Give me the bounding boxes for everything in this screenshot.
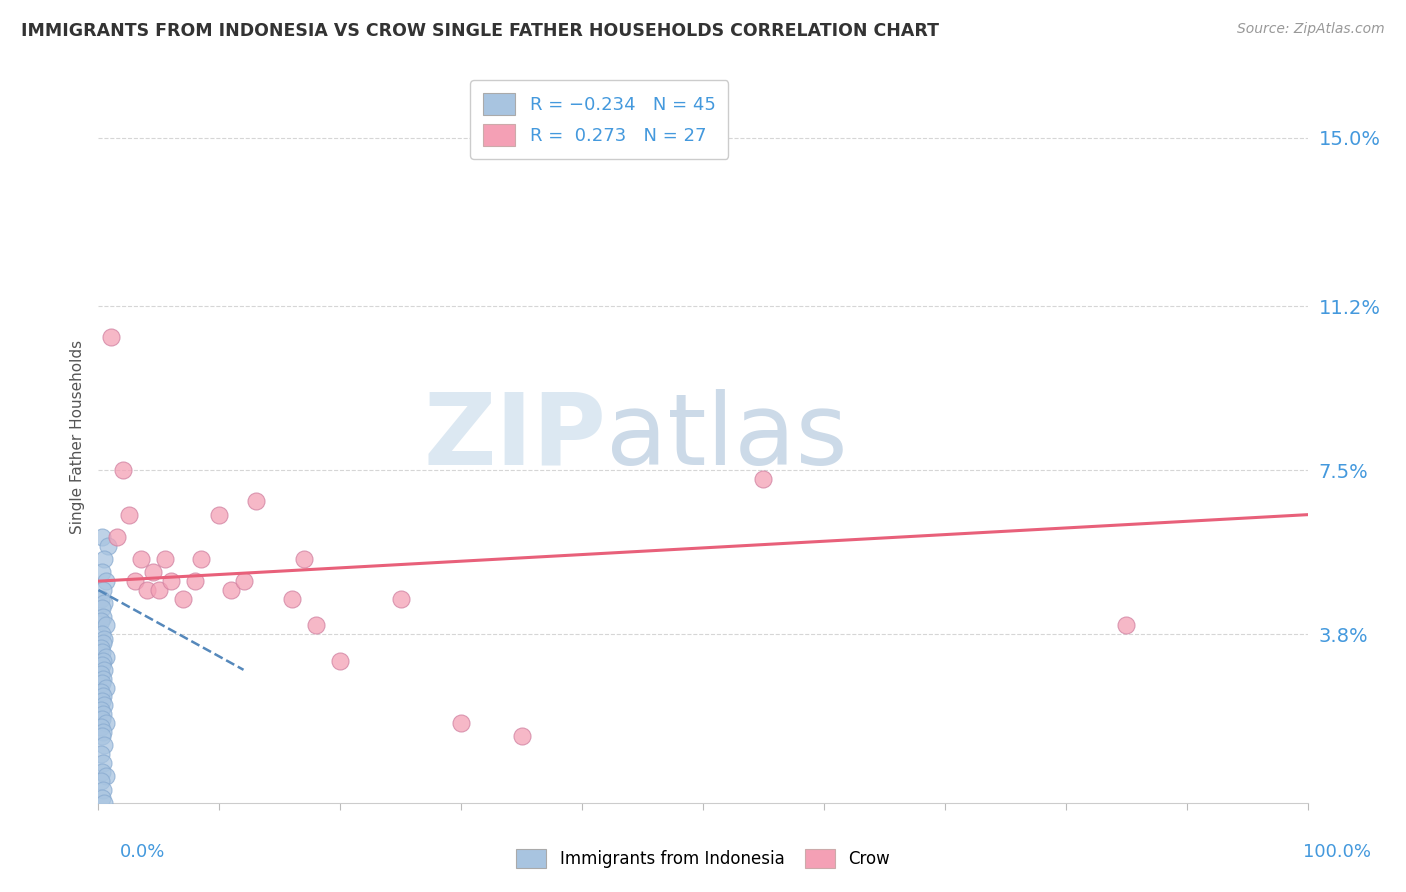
Point xyxy=(153,552,176,566)
Point xyxy=(305,618,328,632)
Legend: Immigrants from Indonesia, Crow: Immigrants from Indonesia, Crow xyxy=(510,843,896,875)
Point xyxy=(91,782,114,797)
Point xyxy=(93,796,115,810)
Point xyxy=(91,724,114,739)
Point xyxy=(91,712,114,726)
Point xyxy=(91,756,114,770)
Point xyxy=(91,764,114,779)
Point xyxy=(172,591,194,606)
Point xyxy=(90,591,112,606)
Point xyxy=(91,609,114,624)
Point xyxy=(232,574,254,589)
Point xyxy=(91,676,114,690)
Point xyxy=(94,716,117,731)
Point xyxy=(90,685,112,699)
Point xyxy=(91,658,114,673)
Point xyxy=(91,729,114,743)
Point xyxy=(118,508,141,522)
Point xyxy=(94,574,117,589)
Point xyxy=(389,591,412,606)
Text: ZIP: ZIP xyxy=(423,389,606,485)
Text: Source: ZipAtlas.com: Source: ZipAtlas.com xyxy=(1237,22,1385,37)
Point xyxy=(91,672,114,686)
Point xyxy=(100,330,122,344)
Point xyxy=(752,472,775,486)
Point xyxy=(93,632,115,646)
Text: IMMIGRANTS FROM INDONESIA VS CROW SINGLE FATHER HOUSEHOLDS CORRELATION CHART: IMMIGRANTS FROM INDONESIA VS CROW SINGLE… xyxy=(21,22,939,40)
Point xyxy=(111,463,134,477)
Point xyxy=(148,582,170,597)
Point xyxy=(90,773,112,788)
Point xyxy=(93,552,115,566)
Point xyxy=(281,591,304,606)
Point xyxy=(90,614,112,628)
Point xyxy=(90,721,112,735)
Point xyxy=(510,729,533,743)
Point xyxy=(208,508,231,522)
Point xyxy=(124,574,146,589)
Point xyxy=(90,667,112,681)
Point xyxy=(93,663,115,677)
Point xyxy=(93,596,115,610)
Point xyxy=(91,566,114,580)
Point xyxy=(91,627,114,641)
Point xyxy=(90,640,112,655)
Point xyxy=(90,703,112,717)
Y-axis label: Single Father Households: Single Father Households xyxy=(69,340,84,534)
Point xyxy=(91,582,114,597)
Point xyxy=(91,654,114,668)
Point xyxy=(91,707,114,722)
Point xyxy=(142,566,165,580)
Point xyxy=(450,716,472,731)
Point xyxy=(160,574,183,589)
Point xyxy=(221,582,243,597)
Point xyxy=(91,694,114,708)
Point xyxy=(184,574,207,589)
Point xyxy=(94,769,117,783)
Point xyxy=(91,600,114,615)
Point xyxy=(135,582,157,597)
Point xyxy=(329,654,352,668)
Legend: R = −0.234   N = 45, R =  0.273   N = 27: R = −0.234 N = 45, R = 0.273 N = 27 xyxy=(470,80,728,159)
Point xyxy=(91,636,114,650)
Point xyxy=(1115,618,1137,632)
Text: 100.0%: 100.0% xyxy=(1303,843,1371,861)
Point xyxy=(91,690,114,704)
Text: 0.0%: 0.0% xyxy=(120,843,165,861)
Point xyxy=(93,738,115,752)
Point xyxy=(94,681,117,695)
Point xyxy=(91,645,114,659)
Point xyxy=(91,530,114,544)
Point xyxy=(105,530,128,544)
Point xyxy=(93,698,115,713)
Point xyxy=(90,747,112,761)
Point xyxy=(91,791,114,805)
Point xyxy=(129,552,152,566)
Point xyxy=(245,494,267,508)
Point xyxy=(94,618,117,632)
Point xyxy=(97,539,120,553)
Text: atlas: atlas xyxy=(606,389,848,485)
Point xyxy=(292,552,315,566)
Point xyxy=(94,649,117,664)
Point xyxy=(190,552,212,566)
